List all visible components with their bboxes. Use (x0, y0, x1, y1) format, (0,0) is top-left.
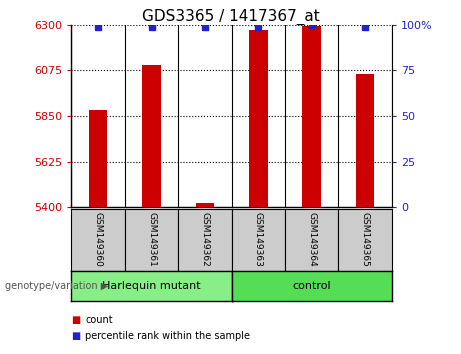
Text: count: count (85, 315, 113, 325)
Bar (356, 74, 374, 207)
Bar (302, 26, 321, 207)
Text: GSM149361: GSM149361 (147, 212, 156, 267)
Text: GDS3365 / 1417367_at: GDS3365 / 1417367_at (142, 9, 319, 25)
Bar (249, 30, 268, 207)
Text: Harlequin mutant: Harlequin mutant (102, 281, 201, 291)
Text: GSM149363: GSM149363 (254, 212, 263, 267)
Text: GSM149360: GSM149360 (94, 212, 103, 267)
Bar (142, 65, 161, 207)
Text: control: control (292, 281, 331, 291)
Text: percentile rank within the sample: percentile rank within the sample (85, 331, 250, 341)
Text: GSM149365: GSM149365 (361, 212, 370, 267)
Text: GSM149364: GSM149364 (307, 212, 316, 267)
Bar (195, 202, 214, 207)
Bar (89, 110, 107, 207)
Text: genotype/variation ▶: genotype/variation ▶ (5, 281, 108, 291)
Text: ■: ■ (71, 315, 81, 325)
Text: GSM149362: GSM149362 (201, 212, 209, 267)
Text: ■: ■ (71, 331, 81, 341)
